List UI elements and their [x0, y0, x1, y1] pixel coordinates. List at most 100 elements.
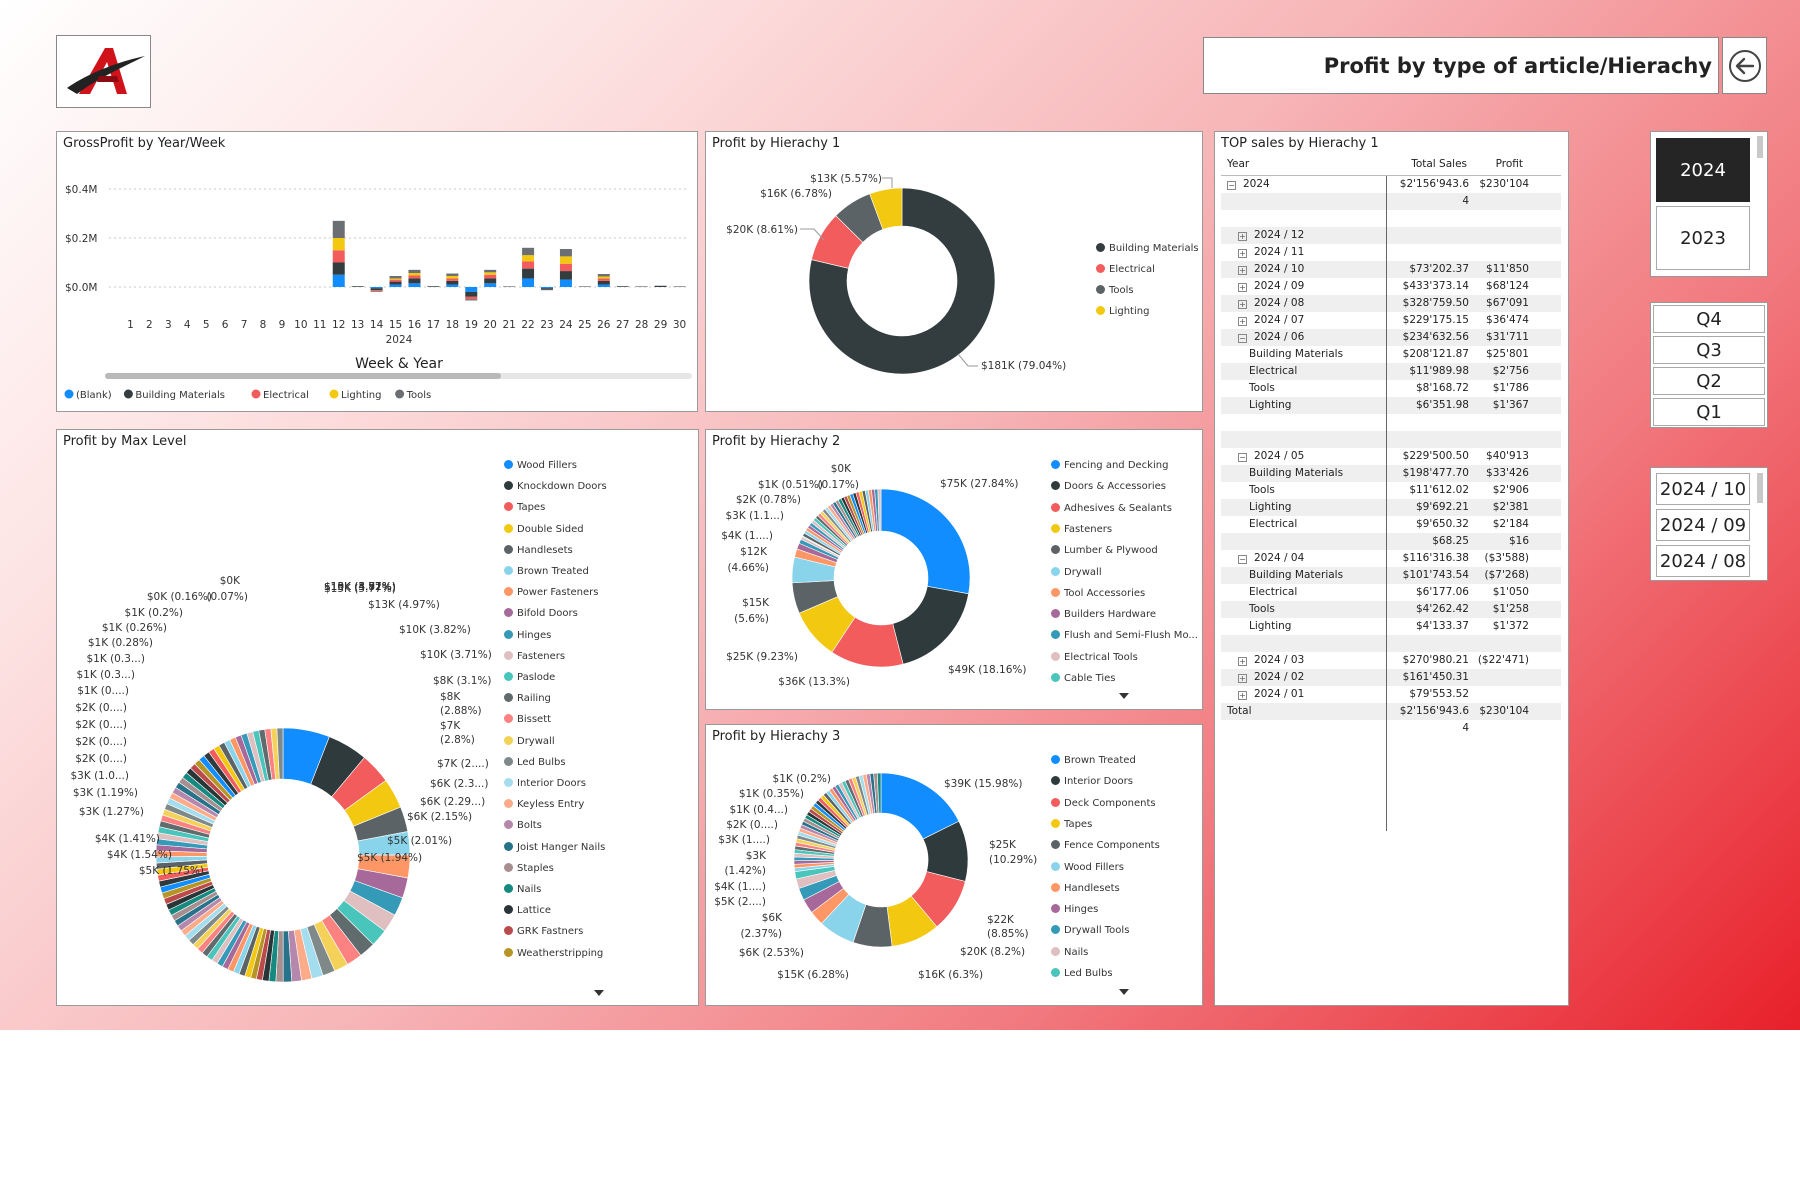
legend-item[interactable]: Brown Treated [1051, 755, 1136, 766]
legend-item[interactable]: Handlesets [1051, 882, 1120, 894]
month-2024-09-button[interactable]: 2024 / 09 [1656, 509, 1750, 541]
expand-icon[interactable]: + [1238, 317, 1247, 326]
bar-segment[interactable] [446, 278, 459, 281]
donut-slice[interactable] [877, 488, 882, 532]
bar-segment[interactable] [446, 280, 459, 285]
legend-item[interactable]: Tool Accessories [1051, 587, 1145, 599]
collapse-icon[interactable]: − [1238, 334, 1247, 343]
bar-segment[interactable] [408, 273, 421, 276]
legend-item[interactable]: Drywall [504, 735, 555, 747]
bar-segment[interactable] [465, 296, 478, 300]
legend-item[interactable]: Paslode [504, 672, 555, 683]
legend-item[interactable]: Builders Hardware [1051, 609, 1156, 620]
legend-item[interactable]: Cable Ties [1051, 673, 1116, 684]
bar-segment[interactable] [332, 274, 345, 287]
legend-item[interactable]: GRK Fastners [504, 926, 583, 937]
donut-slice[interactable] [276, 727, 284, 780]
bar-segment[interactable] [559, 279, 572, 287]
quarter-q1-button[interactable]: Q1 [1653, 398, 1765, 426]
legend-item[interactable]: Drywall [1051, 566, 1102, 578]
bar-segment[interactable] [522, 278, 535, 287]
bar-segment[interactable] [332, 220, 345, 238]
year-2023-button[interactable]: 2023 [1656, 206, 1750, 270]
bar-segment[interactable] [332, 262, 345, 275]
legend-item[interactable]: Keyless Entry [504, 799, 584, 810]
bar-segment[interactable] [408, 283, 421, 287]
legend-item[interactable]: Fence Components [1051, 840, 1160, 851]
bar-segment[interactable] [597, 274, 610, 277]
legend-item[interactable]: Wood Fillers [504, 460, 577, 471]
legend-item[interactable]: Tapes [504, 502, 545, 513]
bar-segment[interactable] [446, 284, 459, 287]
legend-item[interactable]: Power Fasteners [504, 587, 598, 598]
bar-segment[interactable] [654, 285, 667, 287]
bar-segment[interactable] [389, 275, 402, 279]
legend-item[interactable]: Drywall Tools [1051, 925, 1129, 936]
legend-item[interactable]: Nails [504, 884, 541, 895]
bar-segment[interactable] [522, 247, 535, 256]
bar-segment[interactable] [559, 271, 572, 280]
legend-item[interactable]: Tools [1096, 285, 1134, 296]
legend-item[interactable]: Hinges [1051, 904, 1098, 915]
legend-more-icon[interactable] [1119, 693, 1129, 699]
bar-segment[interactable] [389, 278, 402, 280]
legend-item[interactable]: Building Materials [1096, 243, 1199, 254]
legend-item[interactable]: Flush and Semi-Flush Mo... [1051, 630, 1198, 641]
bar-segment[interactable] [484, 269, 497, 273]
legend-item[interactable]: Lighting [1096, 306, 1149, 317]
legend-item[interactable]: Doors & Accessories [1051, 481, 1166, 492]
legend-item[interactable]: Wood Fillers [1051, 861, 1124, 873]
legend-item[interactable]: Led Bulbs [504, 756, 566, 768]
back-button[interactable] [1722, 37, 1767, 94]
donut-slice[interactable] [880, 488, 971, 595]
legend-item[interactable]: Handlesets [504, 544, 573, 556]
legend-item[interactable]: Railing [504, 693, 551, 704]
month-slicer-scrollbar[interactable] [1757, 473, 1763, 503]
bar-segment[interactable] [332, 250, 345, 263]
bar-segment[interactable] [389, 279, 402, 282]
expand-icon[interactable]: + [1238, 674, 1247, 683]
donut-slice[interactable] [892, 585, 969, 665]
col-year[interactable]: Year [1227, 158, 1250, 170]
col-profit[interactable]: Profit [1495, 158, 1523, 170]
bar-segment[interactable] [465, 287, 478, 292]
year-2024-button[interactable]: 2024 [1656, 138, 1750, 202]
bar-segment[interactable] [332, 238, 345, 251]
bar-segment[interactable] [408, 269, 421, 274]
expand-icon[interactable]: + [1238, 249, 1247, 258]
legend-item[interactable]: Interior Doors [504, 778, 586, 789]
legend-item[interactable]: Led Bulbs [1051, 968, 1113, 979]
expand-icon[interactable]: + [1238, 691, 1247, 700]
bar-segment[interactable] [616, 286, 629, 287]
bar-segment[interactable] [597, 278, 610, 281]
legend-item[interactable]: Bolts [504, 820, 542, 831]
quarter-q3-button[interactable]: Q3 [1653, 336, 1765, 364]
collapse-icon[interactable]: − [1238, 555, 1247, 564]
bar-segment[interactable] [541, 288, 553, 290]
bar-segment[interactable] [465, 299, 478, 301]
month-2024-08-button[interactable]: 2024 / 08 [1656, 545, 1750, 577]
bar-segment[interactable] [370, 291, 383, 292]
legend-more-icon[interactable] [594, 990, 604, 996]
legend-item[interactable]: Knockdown Doors [504, 481, 607, 492]
year-slicer-scrollbar[interactable] [1757, 136, 1763, 158]
bar-segment[interactable] [541, 287, 553, 289]
donut-slice[interactable] [876, 772, 882, 814]
bar-segment[interactable] [389, 284, 402, 287]
col-total-sales[interactable]: Total Sales [1411, 158, 1467, 170]
legend-item[interactable]: Weatherstripping [504, 947, 603, 959]
legend-item[interactable]: Adhesives & Sealants [1051, 502, 1172, 514]
legend-item[interactable]: Tapes [1051, 818, 1092, 830]
legend-item[interactable]: Staples [504, 862, 554, 874]
bar-segment[interactable] [522, 261, 535, 269]
bar-segment[interactable] [522, 268, 535, 279]
bar-segment[interactable] [484, 274, 497, 279]
donut-slice[interactable] [869, 187, 903, 230]
collapse-icon[interactable]: − [1227, 181, 1236, 190]
legend-item[interactable]: Fasteners [504, 650, 565, 662]
legend-item[interactable]: Lattice [504, 905, 551, 916]
bar-segment[interactable] [484, 283, 497, 287]
bar-segment[interactable] [370, 287, 383, 289]
bar-segment[interactable] [484, 278, 497, 284]
expand-icon[interactable]: + [1238, 300, 1247, 309]
